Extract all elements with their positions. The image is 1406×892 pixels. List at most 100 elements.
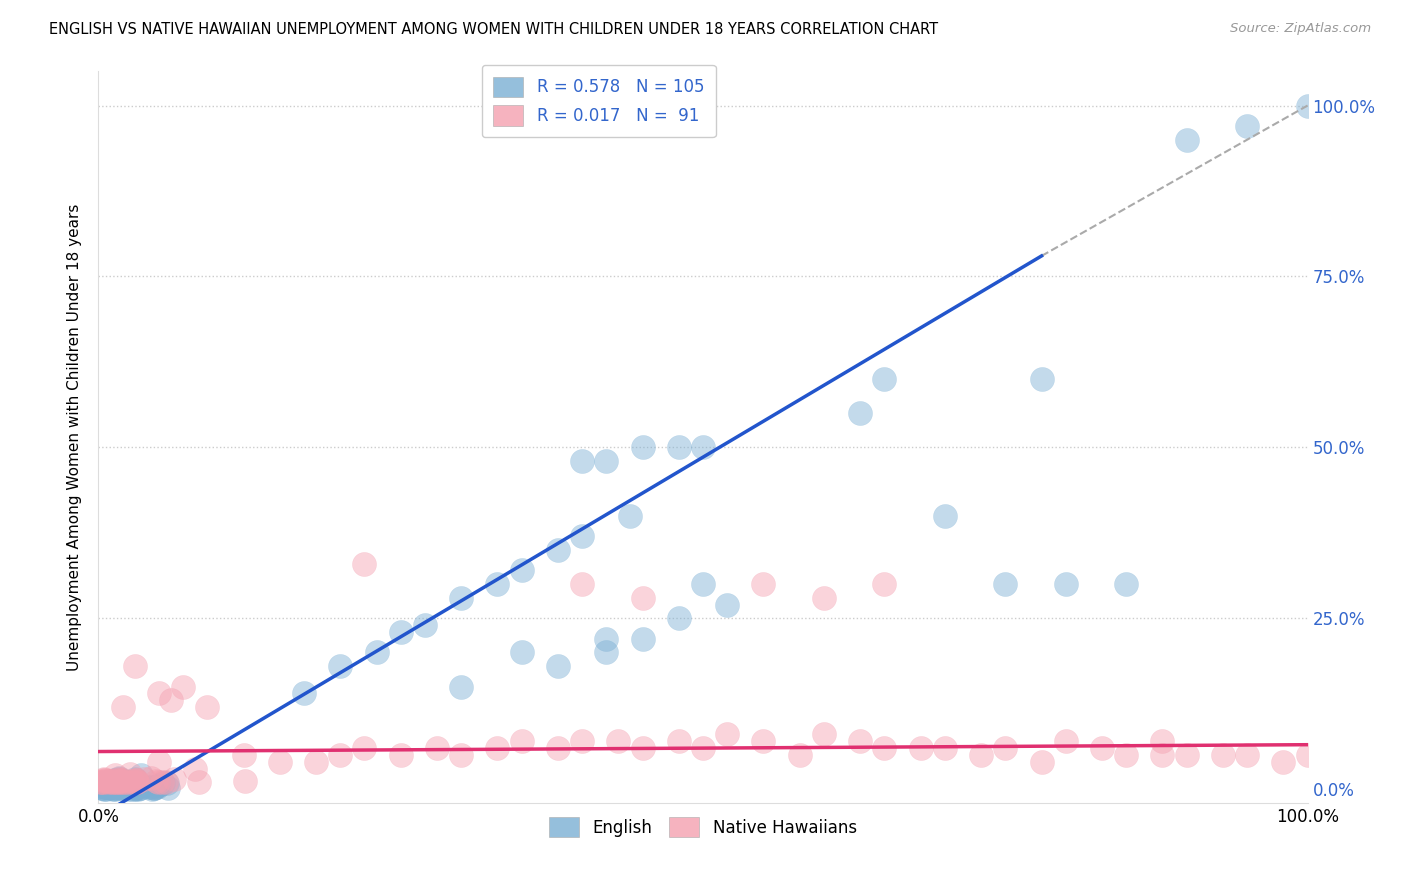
Point — [129, 768, 152, 782]
Point — [97, 773, 120, 788]
Point — [934, 508, 956, 523]
Point — [97, 781, 120, 796]
Point — [413, 618, 436, 632]
Point — [93, 773, 115, 788]
Point — [142, 781, 165, 796]
Point — [619, 508, 641, 523]
Point — [111, 772, 134, 787]
Point — [141, 771, 163, 785]
Point — [141, 780, 163, 794]
Legend: English, Native Hawaiians: English, Native Hawaiians — [541, 809, 865, 846]
Point — [1296, 98, 1319, 112]
Point — [631, 741, 654, 756]
Point — [994, 577, 1017, 591]
Point — [143, 780, 166, 795]
Point — [101, 779, 124, 793]
Point — [117, 777, 139, 791]
Point — [172, 680, 194, 694]
Point — [104, 774, 127, 789]
Point — [752, 577, 775, 591]
Point — [108, 774, 131, 789]
Point — [571, 734, 593, 748]
Point — [1115, 577, 1137, 591]
Point — [692, 440, 714, 454]
Point — [107, 772, 129, 786]
Point — [184, 762, 207, 776]
Y-axis label: Unemployment Among Women with Children Under 18 years: Unemployment Among Women with Children U… — [67, 203, 83, 671]
Point — [1054, 577, 1077, 591]
Point — [101, 775, 124, 789]
Point — [934, 741, 956, 756]
Point — [121, 774, 143, 789]
Point — [510, 563, 533, 577]
Point — [450, 591, 472, 605]
Point — [97, 780, 120, 794]
Point — [90, 780, 112, 795]
Point — [595, 645, 617, 659]
Point — [994, 741, 1017, 756]
Point — [1152, 747, 1174, 762]
Point — [631, 632, 654, 646]
Point — [134, 772, 156, 786]
Point — [104, 772, 127, 787]
Point — [510, 645, 533, 659]
Point — [125, 773, 148, 788]
Point — [107, 775, 129, 789]
Point — [111, 781, 134, 796]
Point — [668, 440, 690, 454]
Point — [1175, 133, 1198, 147]
Point — [125, 775, 148, 789]
Point — [692, 741, 714, 756]
Point — [148, 755, 170, 769]
Point — [873, 372, 896, 386]
Point — [93, 780, 115, 794]
Point — [91, 781, 114, 796]
Point — [103, 779, 125, 793]
Point — [124, 772, 146, 787]
Point — [125, 781, 148, 796]
Point — [571, 529, 593, 543]
Point — [108, 774, 131, 789]
Point — [269, 755, 291, 769]
Point — [96, 779, 118, 793]
Point — [124, 659, 146, 673]
Point — [631, 440, 654, 454]
Point — [1152, 734, 1174, 748]
Point — [94, 782, 117, 797]
Point — [1236, 119, 1258, 133]
Point — [105, 776, 128, 790]
Point — [716, 727, 738, 741]
Point — [329, 659, 352, 673]
Point — [94, 780, 117, 794]
Point — [100, 779, 122, 793]
Point — [571, 454, 593, 468]
Point — [127, 781, 149, 796]
Point — [101, 780, 124, 795]
Point — [547, 741, 569, 756]
Point — [114, 780, 136, 794]
Point — [813, 591, 835, 605]
Point — [146, 775, 169, 789]
Point — [93, 778, 115, 792]
Point — [117, 781, 139, 796]
Point — [93, 781, 115, 796]
Point — [849, 734, 872, 748]
Point — [124, 780, 146, 795]
Point — [195, 700, 218, 714]
Point — [1272, 755, 1295, 769]
Point — [90, 779, 112, 793]
Point — [450, 680, 472, 694]
Point — [426, 741, 449, 756]
Point — [122, 774, 145, 789]
Point — [94, 780, 117, 794]
Point — [112, 774, 135, 789]
Point — [124, 782, 146, 797]
Point — [104, 777, 127, 791]
Text: ENGLISH VS NATIVE HAWAIIAN UNEMPLOYMENT AMONG WOMEN WITH CHILDREN UNDER 18 YEARS: ENGLISH VS NATIVE HAWAIIAN UNEMPLOYMENT … — [49, 22, 938, 37]
Point — [110, 779, 132, 793]
Point — [103, 773, 125, 788]
Point — [127, 775, 149, 789]
Point — [104, 778, 127, 792]
Point — [129, 780, 152, 795]
Point — [94, 780, 117, 795]
